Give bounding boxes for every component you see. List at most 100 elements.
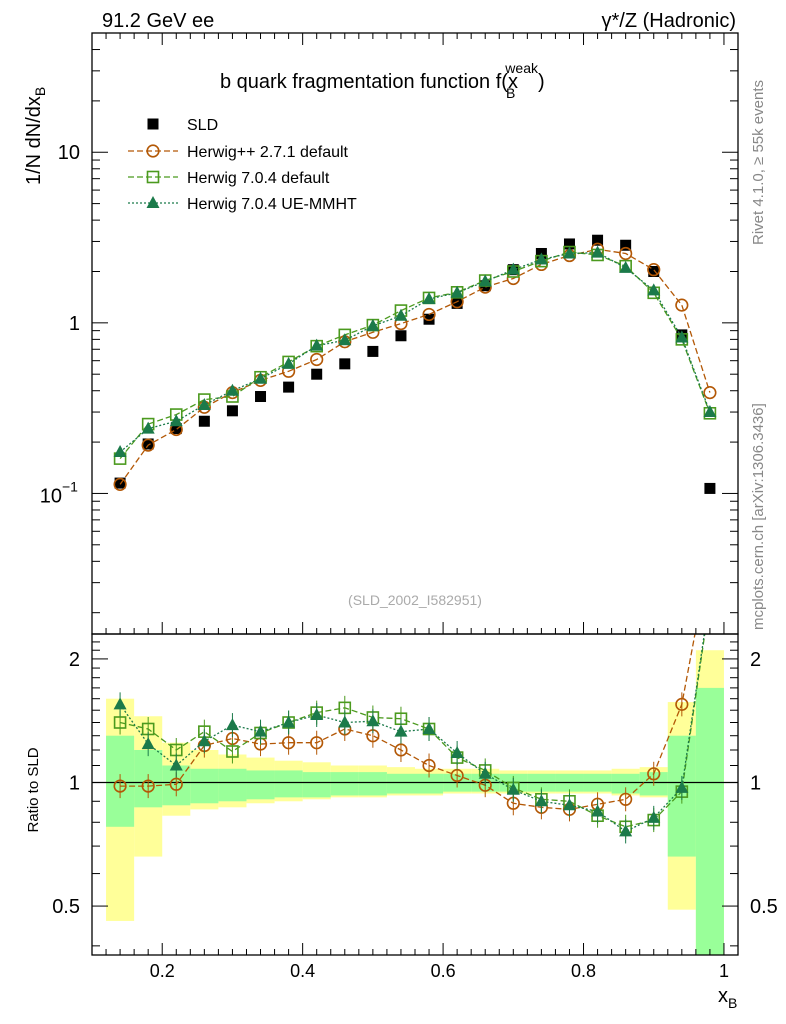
main-data-point	[141, 438, 155, 452]
main-data-point	[366, 318, 380, 331]
ratio-data-point	[619, 792, 633, 806]
legend-label: SLD	[187, 117, 218, 134]
main-data-point	[647, 283, 661, 296]
ratio-data-point	[647, 767, 661, 781]
ratio-data-point	[113, 779, 127, 793]
ratio-data-point	[422, 721, 436, 734]
ratio-band-inner	[695, 687, 724, 955]
main-data-point	[648, 265, 660, 277]
ratio-data-point	[338, 715, 352, 728]
ratio-data-point	[226, 745, 239, 758]
main-data-point	[506, 262, 520, 275]
main-data-point	[703, 386, 717, 400]
main-data-point	[310, 338, 324, 351]
ratio-data-point	[225, 718, 239, 731]
x-tick-label: 0.6	[431, 961, 456, 981]
main-data-point	[197, 397, 211, 410]
legend-label: Herwig 7.0.4 default	[187, 170, 330, 187]
ratio-data-point	[310, 708, 324, 721]
ratio-y-tick-label-left: 0.5	[52, 896, 80, 918]
main-data-point	[619, 246, 633, 261]
ratio-data-point	[450, 745, 464, 758]
ratio-data-point	[282, 736, 296, 750]
main-data-point	[478, 274, 492, 287]
main-data-point	[451, 297, 463, 309]
legend-label: Herwig 7.0.4 UE-MMHT	[187, 196, 357, 213]
main-data-point	[113, 444, 127, 457]
ratio-data-point	[591, 804, 605, 817]
main-data-point	[254, 371, 268, 384]
main-chart-title: b quark fragmentation function f(xBweak)	[220, 60, 545, 101]
ratio-data-point	[282, 715, 296, 728]
main-y-tick-label: 1	[69, 313, 80, 335]
ratio-y-tick-label-right: 1	[750, 772, 761, 794]
main-data-point	[339, 358, 351, 370]
main-data-point	[255, 391, 267, 403]
ratio-data-point	[394, 743, 408, 757]
x-tick-label: 1	[719, 961, 729, 981]
x-axis-label: xB	[718, 985, 737, 1011]
ratio-band-inner	[358, 772, 387, 796]
main-data-point	[422, 307, 436, 322]
main-data-point	[534, 252, 548, 265]
main-series-line	[119, 248, 711, 485]
main-data-point	[592, 234, 604, 246]
ratio-data-point	[366, 714, 380, 727]
ratio-data-point	[506, 782, 520, 795]
legend-marker	[147, 118, 159, 130]
analysis-id-watermark: (SLD_2002_I582951)	[348, 592, 482, 608]
main-series-line	[119, 251, 711, 460]
ratio-y-tick-label-left: 1	[69, 772, 80, 794]
ratio-y-axis-label: Ratio to SLD	[25, 747, 42, 832]
legend-marker	[146, 170, 160, 184]
main-data-point	[703, 405, 717, 418]
main-data-point	[562, 246, 576, 259]
ratio-data-point	[141, 737, 155, 750]
ratio-data-point	[169, 758, 183, 771]
main-data-point	[423, 313, 435, 325]
mcplots-reference-label: mcplots.cern.ch [arXiv:1306.3436]	[750, 403, 767, 630]
ratio-band-inner	[330, 772, 359, 796]
ratio-band-inner	[218, 768, 247, 802]
main-data-point	[113, 477, 127, 491]
main-data-point	[338, 333, 352, 346]
main-data-point	[283, 381, 295, 393]
ratio-data-point	[394, 724, 408, 737]
ratio-y-tick-label-right: 0.5	[750, 896, 778, 918]
ratio-data-point	[675, 780, 689, 793]
ratio-data-point	[113, 716, 127, 729]
x-tick-label: 0.2	[150, 961, 175, 981]
ratio-band-inner	[611, 773, 640, 794]
legend-label: Herwig++ 2.7.1 default	[187, 144, 349, 161]
ratio-band-inner	[302, 772, 331, 798]
main-data-point	[675, 330, 689, 343]
ratio-data-point	[422, 758, 436, 773]
ratio-data-point	[450, 768, 464, 783]
x-tick-label: 0.8	[571, 961, 596, 981]
main-data-point	[620, 239, 632, 251]
ratio-y-tick-label-right: 2	[750, 649, 761, 671]
ratio-data-point	[619, 824, 633, 837]
main-data-point	[395, 330, 407, 342]
main-data-point	[394, 308, 408, 321]
main-data-point	[226, 405, 238, 417]
ratio-data-point	[675, 697, 689, 711]
ratio-data-point	[197, 734, 211, 747]
ratio-data-point	[310, 736, 324, 750]
main-data-point	[311, 368, 323, 380]
ratio-band-inner	[415, 773, 444, 794]
main-data-point	[198, 415, 210, 427]
rivet-version-label: Rivet 4.1.0, ≥ 55k events	[750, 80, 767, 245]
legend: SLD Herwig++ 2.7.1 default Herwig 7.0.4 de…	[128, 117, 357, 213]
ratio-band-inner	[246, 770, 275, 800]
main-plot-data	[113, 234, 717, 494]
main-data-point	[367, 345, 379, 357]
main-data-point	[225, 383, 239, 396]
main-data-point	[563, 238, 575, 250]
main-data-point	[422, 291, 436, 304]
ratio-data-point	[562, 798, 576, 811]
ratio-data-point	[169, 777, 183, 791]
ratio-data-point	[113, 697, 127, 710]
main-data-point	[282, 356, 296, 369]
main-data-point	[114, 477, 126, 489]
